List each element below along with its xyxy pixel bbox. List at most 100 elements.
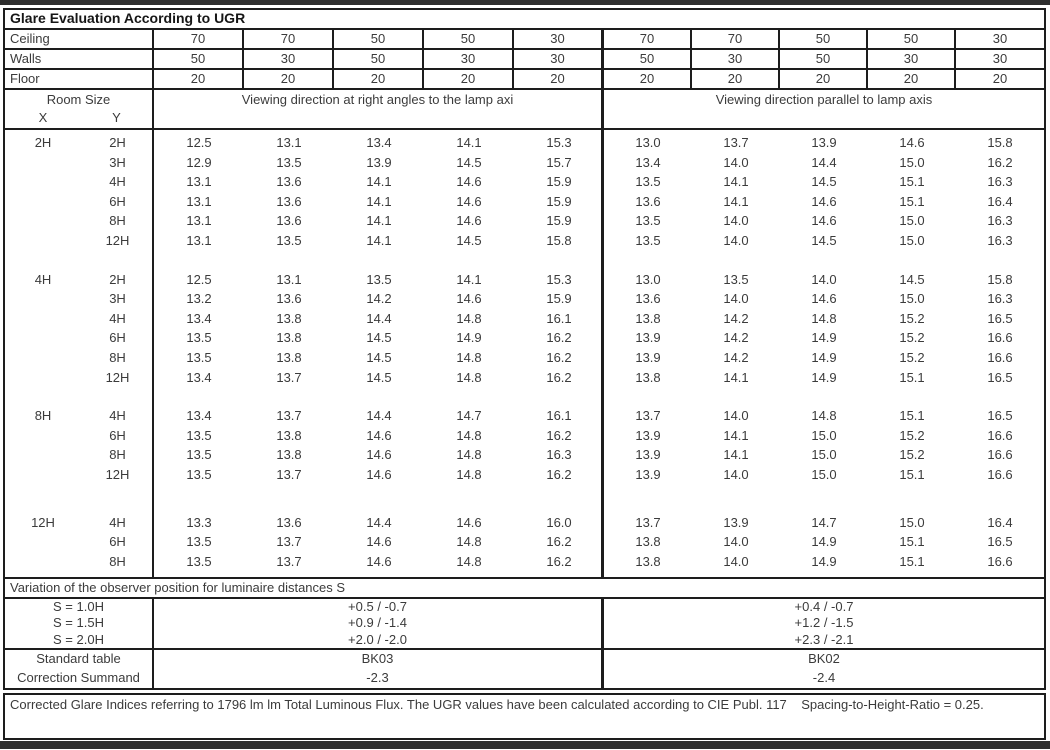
summary-rows: Standard table BK03 BK02 Correction Summand… (5, 649, 1044, 688)
page-bottom-edge (0, 741, 1050, 749)
ugr-value: 13.9 (811, 135, 837, 150)
ugr-value: 14.8 (456, 534, 482, 550)
variation-section-title: Variation of the observer position for l… (5, 579, 1044, 599)
surface-value: 30 (244, 50, 334, 68)
surface-value: 30 (692, 50, 780, 68)
ugr-value: 14.8 (456, 466, 482, 482)
ugr-value: 14.2 (723, 349, 749, 365)
room-section: 2H 2H 12.5 13.1 13.4 14.1 15.3 13.0 13.7 13.9 14.6… (5, 133, 1044, 251)
ugr-value: 16.6 (987, 427, 1013, 443)
surface-value: 30 (424, 50, 514, 68)
ugr-value: 14.8 (811, 408, 837, 424)
ugr-value: 16.5 (987, 369, 1013, 385)
ugr-value: 13.7 (276, 408, 302, 424)
ugr-value: 13.9 (635, 349, 661, 365)
ugr-value: 16.2 (546, 534, 572, 550)
surface-reflectance-rows: Ceiling 70 70 50 50 30 70 70 50 50 30 Walls 50 30 50 30… (5, 30, 1044, 90)
ugr-value: 13.6 (635, 193, 661, 209)
ugr-value: 14.0 (723, 408, 749, 424)
room-x-value (5, 192, 81, 212)
ugr-value: 13.9 (635, 427, 661, 443)
room-x-value (5, 289, 81, 309)
ugr-data-row: 8H 13.5 13.8 14.6 14.8 16.3 13.9 14.1 15.0 15.2 16… (5, 445, 1044, 465)
room-y-value: 8H (109, 447, 126, 463)
ugr-value: 16.5 (987, 408, 1013, 424)
ugr-value: 14.9 (811, 369, 837, 385)
ugr-value: 14.6 (366, 466, 392, 482)
variation-left-value: +0.9 / -1.4 (154, 615, 604, 632)
ugr-data-row: 6H 13.5 13.7 14.6 14.8 16.2 13.8 14.0 14.9 15.1 16… (5, 532, 1044, 552)
surface-value: 30 (992, 51, 1008, 66)
ugr-value: 13.9 (366, 154, 392, 170)
surface-value: 50 (334, 30, 424, 48)
room-y-value: 2H (109, 271, 126, 287)
surface-value: 50 (154, 50, 244, 68)
viewing-direction-left-header: Viewing direction at right angles to the… (154, 90, 604, 128)
ugr-value: 16.4 (987, 514, 1013, 530)
room-x-value (5, 552, 81, 572)
room-section: 8H 4H 13.4 13.7 14.4 14.7 16.1 13.7 14.0 14.8 15.1… (5, 406, 1044, 484)
ugr-value: 14.6 (456, 193, 482, 209)
ugr-value: 13.5 (186, 447, 212, 463)
variation-left-value: +0.5 / -0.7 (154, 599, 604, 616)
ugr-value: 14.0 (723, 154, 749, 170)
room-y-value: 6H (109, 193, 126, 209)
ugr-value: 13.6 (276, 193, 302, 209)
ugr-value: 14.5 (811, 174, 837, 190)
ugr-value: 13.7 (276, 369, 302, 385)
page-title: Glare Evaluation According to UGR (5, 10, 1044, 30)
ugr-value: 16.3 (987, 174, 1013, 190)
room-y-value: 12H (105, 232, 130, 248)
ugr-value: 12.9 (186, 154, 212, 170)
room-y-value: 12H (105, 466, 130, 482)
ugr-value: 16.6 (987, 466, 1013, 482)
y-axis-label: Y (112, 110, 121, 125)
ugr-value: 15.1 (899, 174, 925, 190)
ugr-value: 13.8 (276, 310, 302, 326)
ugr-value: 14.6 (366, 534, 392, 550)
viewing-direction-right-header: Viewing direction parallel to lamp axis (715, 92, 933, 107)
ugr-value: 14.8 (456, 427, 482, 443)
ugr-data-row: 8H 13.1 13.6 14.1 14.6 15.9 13.5 14.0 14.6 15.0 16… (5, 211, 1044, 231)
ugr-value: 13.4 (186, 310, 212, 326)
surface-value: 20 (868, 70, 956, 88)
variation-label: S = 1.5H (5, 615, 154, 632)
room-x-value (5, 328, 81, 348)
ugr-value: 13.3 (186, 514, 212, 530)
ugr-value: 14.9 (811, 330, 837, 346)
ugr-value: 14.0 (723, 534, 749, 550)
ugr-value: 15.2 (899, 349, 925, 365)
ugr-value: 14.5 (899, 271, 925, 287)
ugr-value: 16.2 (546, 427, 572, 443)
ugr-value: 15.0 (811, 427, 837, 443)
ugr-data-row: 6H 13.5 13.8 14.5 14.9 16.2 13.9 14.2 14.9 15.2 16… (5, 328, 1044, 348)
page-top-edge (0, 0, 1050, 5)
ugr-value: 15.1 (899, 534, 925, 550)
room-size-header: Room Size X Y (5, 90, 154, 128)
variation-row: S = 2.0H +2.0 / -2.0 +2.3 / -2.1 (5, 631, 1044, 648)
ugr-value: 14.0 (723, 232, 749, 248)
ugr-value: 15.9 (546, 174, 572, 190)
ugr-data-row: 3H 13.2 13.6 14.2 14.6 15.9 13.6 14.0 14.6 15.0 16… (5, 289, 1044, 309)
room-y-value: 2H (109, 135, 126, 150)
ugr-value: 13.8 (276, 447, 302, 463)
ugr-value: 13.5 (276, 154, 302, 170)
surface-row: Ceiling 70 70 50 50 30 70 70 50 50 30 (5, 30, 1044, 50)
ugr-value: 13.5 (635, 213, 661, 229)
ugr-value: 15.2 (899, 447, 925, 463)
surface-value: 30 (992, 31, 1008, 46)
ugr-value: 13.8 (635, 534, 661, 550)
ugr-value: 15.2 (899, 330, 925, 346)
ugr-value: 14.4 (366, 310, 392, 326)
ugr-value: 14.6 (366, 447, 392, 463)
ugr-value: 13.4 (635, 154, 661, 170)
ugr-data-row: 6H 13.5 13.8 14.6 14.8 16.2 13.9 14.1 15.0 15.2 16… (5, 426, 1044, 446)
ugr-value: 14.8 (456, 349, 482, 365)
ugr-value: 14.5 (366, 349, 392, 365)
ugr-value: 15.1 (899, 193, 925, 209)
surface-value: 30 (514, 50, 604, 68)
surface-value: 70 (154, 30, 244, 48)
ugr-value: 14.0 (723, 291, 749, 307)
footer-note: Corrected Glare Indices referring to 179… (3, 693, 1046, 740)
room-section: 4H 2H 12.5 13.1 13.5 14.1 15.3 13.0 13.5 14.0 14.5… (5, 270, 1044, 388)
